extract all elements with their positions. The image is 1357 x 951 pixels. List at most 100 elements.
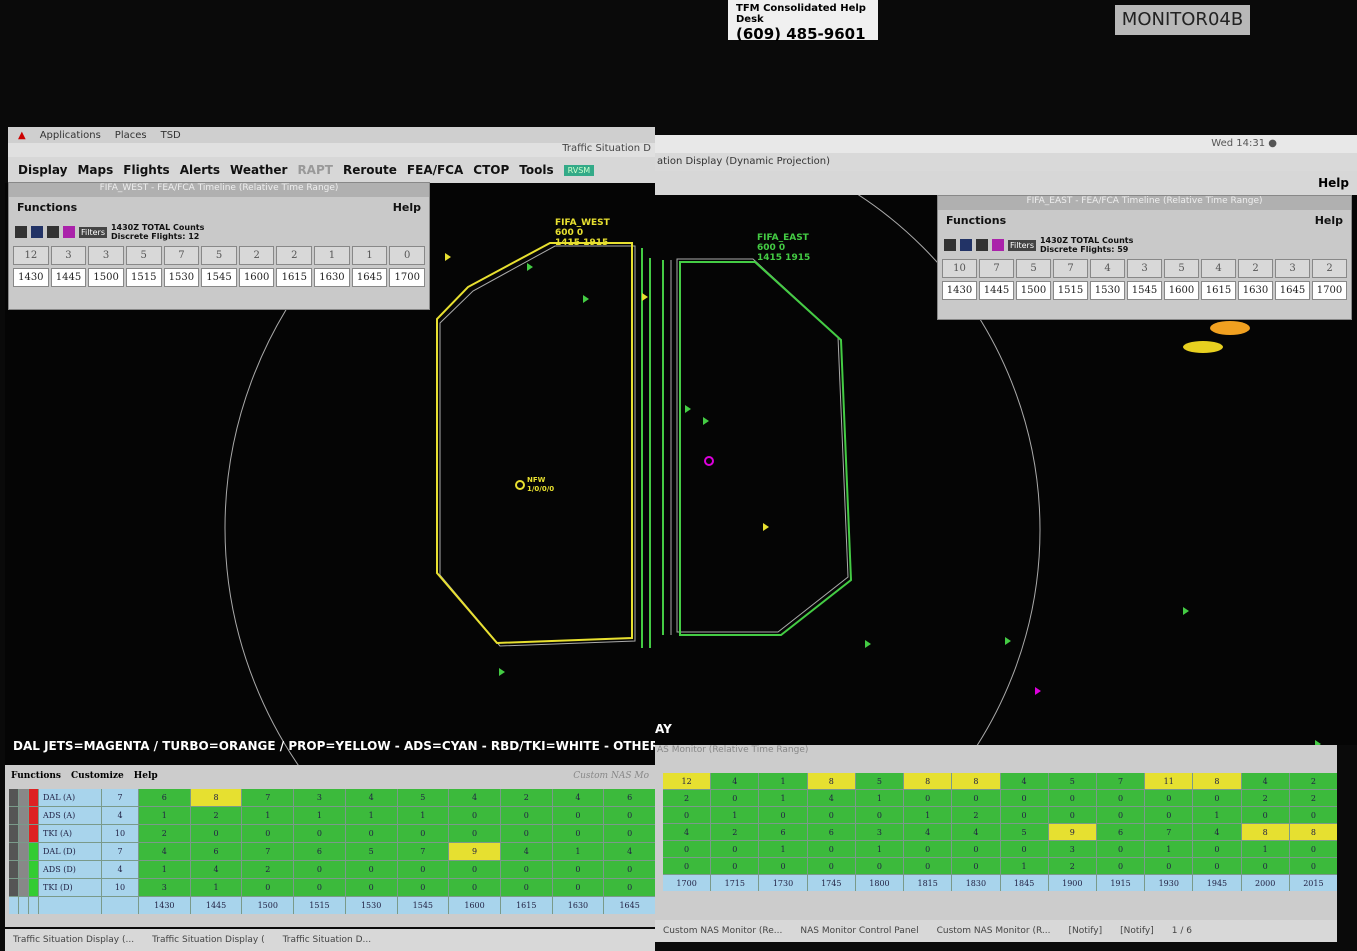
task-item[interactable]: Traffic Situation Display ( [152, 935, 265, 945]
row-icon[interactable] [29, 861, 38, 878]
row-icon[interactable] [19, 879, 28, 896]
count-cell: 0 [1048, 790, 1096, 806]
task-item[interactable]: Custom NAS Monitor (R... [936, 926, 1051, 936]
time-cell: 1715 [711, 875, 759, 891]
aircraft [704, 456, 714, 466]
count-cell: 12 [663, 773, 711, 789]
task-item[interactable]: [Notify] [1120, 926, 1154, 936]
time-cell: 1530 [1090, 281, 1125, 300]
menu-item[interactable]: Flights [123, 163, 170, 177]
row-icon[interactable] [29, 843, 38, 860]
time-cell: 1430 [139, 897, 190, 914]
count-cell: 7 [1053, 259, 1088, 278]
row-icon[interactable] [29, 825, 38, 842]
icon[interactable] [992, 239, 1004, 251]
window-title: FIFA_EAST - FEA/FCA Timeline (Relative T… [938, 196, 1351, 210]
row-icon[interactable] [19, 825, 28, 842]
sticker: TFM Consolidated Help Desk (609) 485-960… [728, 0, 878, 43]
menu-item[interactable]: Functions [11, 771, 61, 781]
menu-item[interactable]: Help [133, 771, 158, 781]
time-cell: 1630 [1238, 281, 1273, 300]
count-cell: 1 [855, 841, 904, 857]
time-cell: 1615 [500, 897, 552, 914]
menu-item[interactable]: Functions [946, 214, 1007, 227]
filters-button[interactable]: Filters [1008, 239, 1036, 251]
fca-time: 1415 1915 [757, 253, 810, 263]
count-cell: 0 [663, 841, 711, 857]
count-cell: 0 [1193, 858, 1241, 874]
row-icon[interactable] [19, 807, 28, 824]
menu-item[interactable]: Help [1314, 214, 1343, 227]
nas-menu: Functions Customize Help Custom NAS Mo [5, 765, 655, 787]
filters-button[interactable]: Filters [79, 226, 107, 238]
menu-item[interactable]: Customize [71, 771, 124, 781]
icon[interactable] [31, 226, 43, 238]
row-icon[interactable] [9, 789, 18, 806]
count-cell: 0 [604, 807, 655, 824]
row-icon[interactable] [29, 879, 38, 896]
aircraft [499, 668, 505, 676]
row-icon[interactable] [29, 807, 38, 824]
menu-item[interactable]: RVSM [563, 164, 595, 176]
time-cell: 1700 [663, 875, 711, 891]
taskbar: Traffic Situation Display (... Traffic Si… [5, 929, 655, 951]
menu-item[interactable]: Maps [77, 163, 114, 177]
row-icon[interactable] [19, 861, 28, 878]
row-icon[interactable] [9, 825, 18, 842]
range-ring [857, 195, 1041, 745]
row-icon[interactable] [9, 861, 18, 878]
row-icon[interactable] [9, 807, 18, 824]
row-icon[interactable] [29, 789, 38, 806]
menu-item[interactable]: Reroute [342, 163, 397, 177]
time-cell: 2015 [1289, 875, 1337, 891]
icon[interactable] [15, 226, 27, 238]
count-cell: 0 [952, 790, 1000, 806]
task-item[interactable]: Custom NAS Monitor (Re... [663, 926, 783, 936]
time-cell: 1500 [88, 268, 124, 287]
menu-item[interactable]: Alerts [179, 163, 221, 177]
task-item[interactable]: 1 / 6 [1171, 926, 1192, 936]
count-cell: 0 [397, 825, 449, 842]
menu-item[interactable]: Tools [519, 163, 554, 177]
icon[interactable] [63, 226, 75, 238]
count-cell: 6 [190, 843, 242, 860]
menu-item[interactable]: Help [1318, 176, 1349, 190]
row-icon[interactable] [9, 879, 18, 896]
menu-item[interactable]: TSD [160, 129, 181, 141]
row-icon[interactable] [19, 843, 28, 860]
menu-item[interactable]: Weather [230, 163, 288, 177]
row-icon[interactable] [19, 789, 28, 806]
row-icon[interactable] [9, 843, 18, 860]
menu-item[interactable]: Applications [39, 129, 101, 141]
count-cell: 0 [500, 879, 552, 896]
count-cell: 0 [242, 825, 294, 842]
task-item[interactable]: [Notify] [1068, 926, 1103, 936]
menu-item[interactable]: FEA/FCA [406, 163, 464, 177]
count-cell: 0 [190, 825, 242, 842]
row-count: 10 [102, 879, 138, 896]
count-cell: 4 [500, 843, 552, 860]
icon[interactable] [47, 226, 59, 238]
menu-item[interactable]: CTOP [473, 163, 510, 177]
icon[interactable] [944, 239, 956, 251]
count-cell: 11 [1145, 773, 1193, 789]
fca-name: FIFA_EAST [757, 233, 810, 243]
count-cell: 6 [294, 843, 345, 860]
total: 1430Z TOTAL Counts [1039, 236, 1134, 245]
task-item[interactable]: NAS Monitor Control Panel [800, 926, 919, 936]
count-cell: 1 [190, 879, 242, 896]
time-cell: 1515 [1053, 281, 1088, 300]
menu-item[interactable]: Help [392, 201, 421, 214]
count-cell: 1 [759, 841, 807, 857]
task-item[interactable]: Traffic Situation D... [282, 935, 372, 945]
menu-item[interactable]: Display [18, 163, 68, 177]
task-item[interactable]: Traffic Situation Display (... [13, 935, 135, 945]
count-cell: 0 [1289, 858, 1337, 874]
menu-item[interactable]: Functions [17, 201, 78, 214]
count-cell: 1 [1145, 841, 1193, 857]
icon[interactable] [976, 239, 988, 251]
icon[interactable] [960, 239, 972, 251]
menu-item[interactable]: Places [114, 129, 147, 141]
menu-item[interactable]: RAPT [297, 163, 333, 177]
time-cell: 1930 [1145, 875, 1193, 891]
